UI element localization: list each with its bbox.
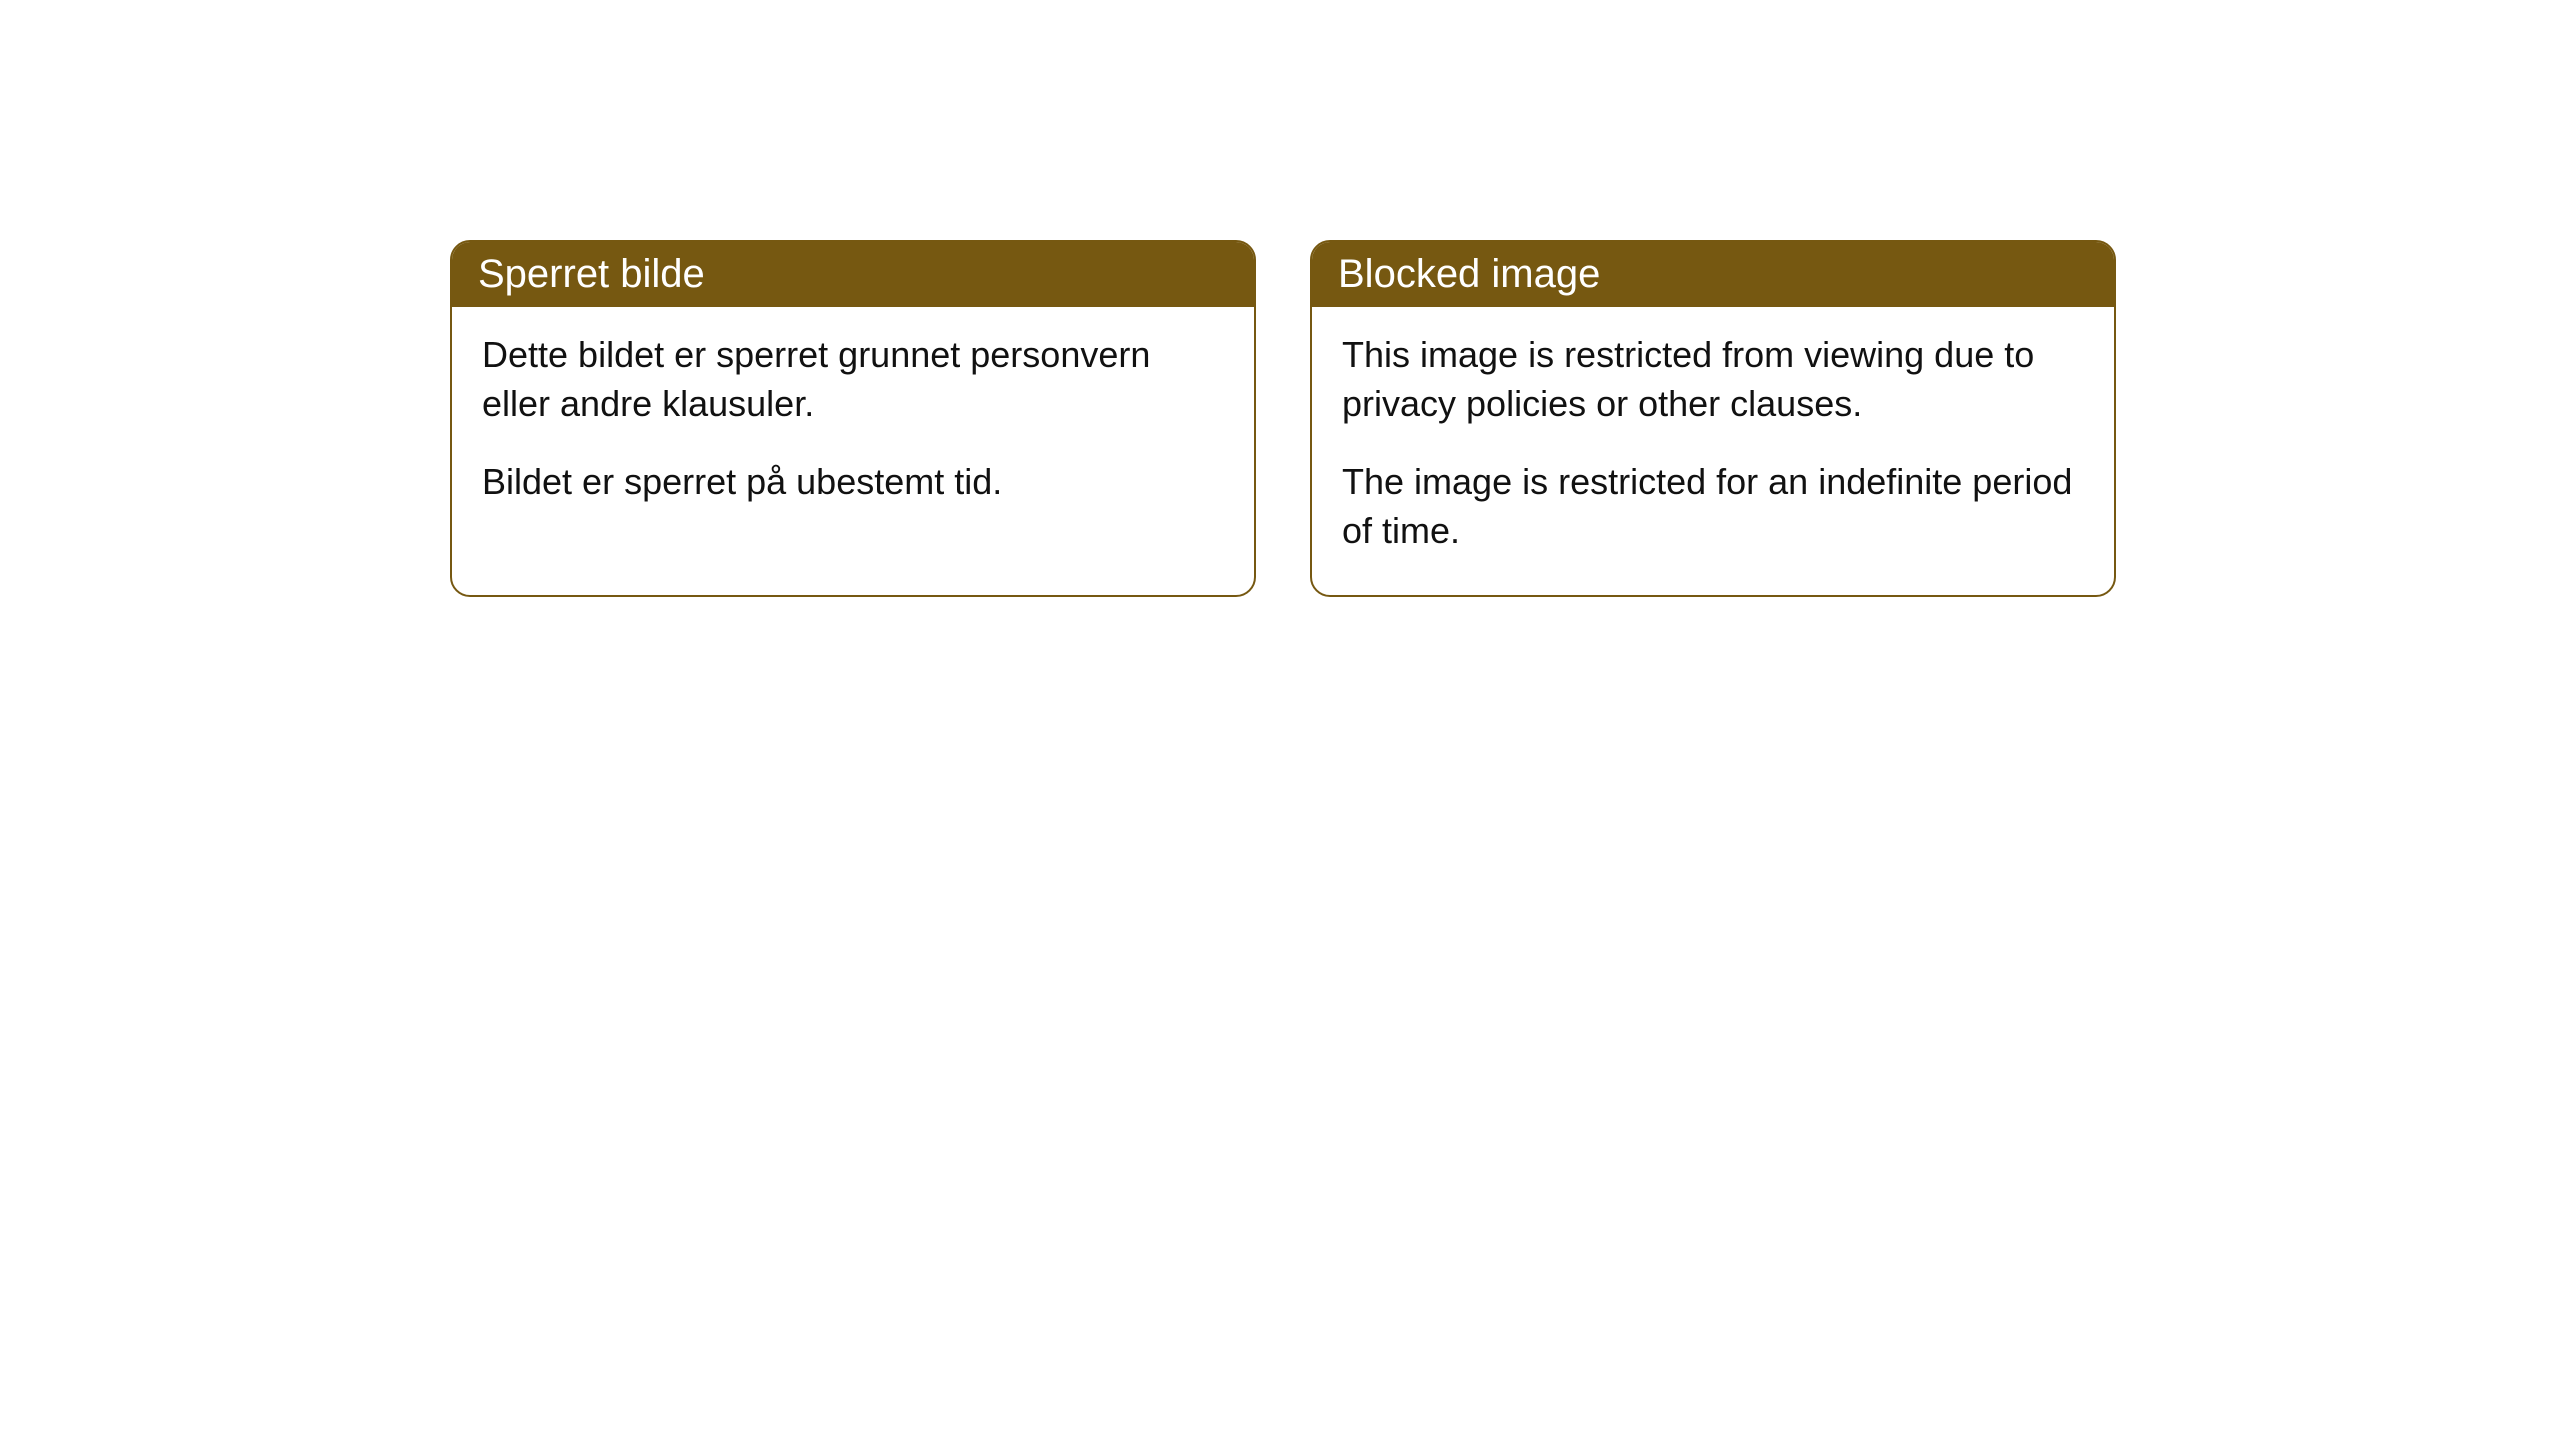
card-title-english: Blocked image [1312, 242, 2114, 307]
blocked-image-card-english: Blocked image This image is restricted f… [1310, 240, 2116, 597]
card-body-norwegian: Dette bildet er sperret grunnet personve… [452, 307, 1254, 547]
card-title-norwegian: Sperret bilde [452, 242, 1254, 307]
notice-cards-container: Sperret bilde Dette bildet er sperret gr… [450, 240, 2116, 597]
card-paragraph: This image is restricted from viewing du… [1342, 331, 2084, 428]
card-paragraph: Bildet er sperret på ubestemt tid. [482, 458, 1224, 507]
card-body-english: This image is restricted from viewing du… [1312, 307, 2114, 595]
card-paragraph: Dette bildet er sperret grunnet personve… [482, 331, 1224, 428]
blocked-image-card-norwegian: Sperret bilde Dette bildet er sperret gr… [450, 240, 1256, 597]
card-paragraph: The image is restricted for an indefinit… [1342, 458, 2084, 555]
